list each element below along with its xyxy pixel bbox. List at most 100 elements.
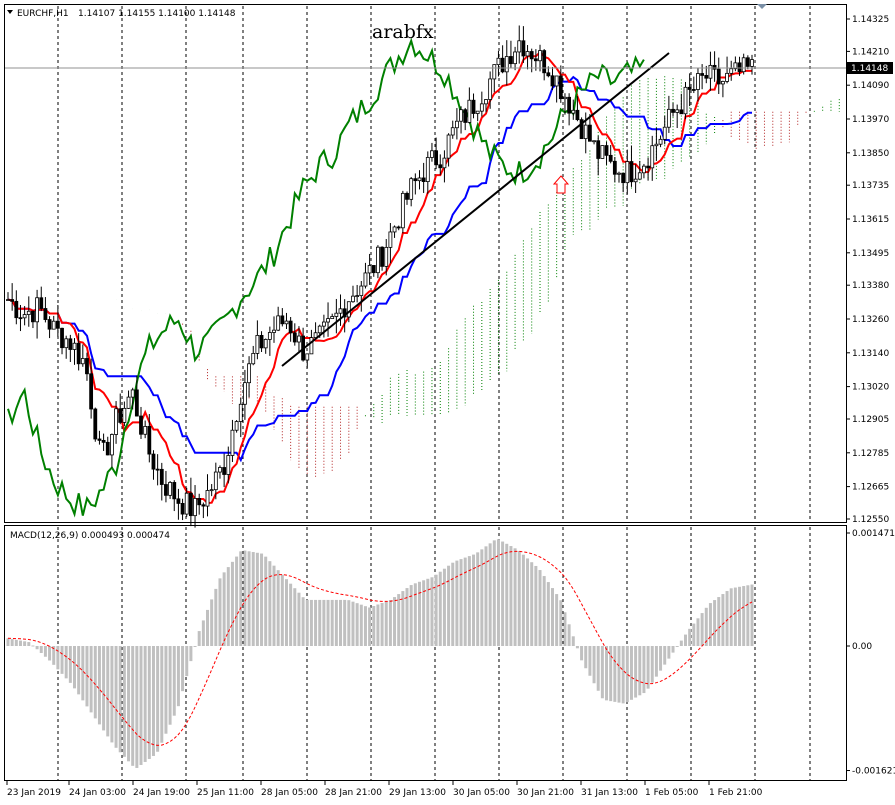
macd-bar — [85, 646, 89, 707]
candle-body — [72, 342, 77, 350]
candle-body — [571, 109, 576, 114]
candle-body — [725, 72, 729, 82]
macd-bar — [571, 636, 575, 646]
candle-body — [583, 124, 588, 140]
candle-body — [218, 467, 222, 473]
candle-body — [650, 145, 655, 169]
price-tick-label: 1.13140 — [852, 349, 889, 359]
candle-body — [363, 272, 368, 287]
macd-bar — [397, 594, 401, 646]
macd-bar — [301, 597, 305, 646]
candle-body — [671, 108, 675, 113]
macd-bar — [326, 599, 330, 646]
candle-body — [471, 99, 476, 114]
candle-body — [97, 438, 102, 441]
candle-body — [288, 320, 293, 334]
candle-body — [679, 109, 684, 115]
candle-body — [376, 246, 380, 274]
macd-bar — [347, 600, 351, 646]
shift-marker-icon[interactable] — [757, 4, 767, 9]
macd-bar — [679, 640, 683, 646]
macd-bar — [688, 628, 692, 646]
macd-bar — [609, 646, 613, 702]
macd-bar — [81, 646, 85, 701]
candle-body — [118, 408, 123, 423]
macd-bar — [27, 642, 31, 646]
macd-bar — [426, 578, 430, 646]
candle-body — [563, 96, 567, 100]
macd-bar — [617, 646, 621, 703]
candle-body — [284, 320, 289, 325]
time-tick-label: 30 Jan 21:00 — [517, 788, 574, 798]
macd-bar — [409, 585, 413, 646]
candle-body — [317, 325, 322, 334]
candle-body — [351, 295, 355, 303]
macd-bar — [567, 624, 571, 646]
macd-bar — [530, 562, 534, 646]
candle-body — [263, 338, 268, 349]
candle-body — [538, 50, 542, 62]
macd-bar — [704, 607, 708, 646]
candle-body — [721, 81, 725, 85]
macd-bar — [309, 599, 313, 646]
macd-bar — [663, 646, 667, 665]
macd-bar — [721, 594, 725, 646]
macd-bar — [376, 604, 380, 646]
macd-bar — [642, 646, 646, 694]
macd-bar — [629, 646, 633, 700]
macd-bar — [634, 646, 638, 698]
candle-body — [180, 503, 185, 515]
candle-body — [6, 299, 10, 301]
up-arrow-icon[interactable] — [552, 175, 570, 194]
macd-bar — [372, 606, 376, 646]
candle-body — [338, 308, 343, 314]
macd-bar — [713, 600, 717, 646]
candle-body — [592, 140, 596, 143]
price-tick-label: 1.14210 — [852, 47, 889, 57]
triangle-down-icon[interactable] — [7, 10, 13, 14]
macd-bar — [31, 645, 35, 647]
macd-bar — [293, 588, 297, 646]
trend-line[interactable] — [281, 52, 670, 367]
candle-body — [642, 165, 646, 174]
candle-body — [172, 482, 177, 500]
macd-bar — [164, 646, 168, 734]
price-tick-label: 1.13260 — [852, 315, 889, 325]
macd-bar — [488, 543, 492, 646]
macd-bar — [451, 562, 455, 646]
macd-bar — [675, 646, 679, 647]
macd-bar — [106, 646, 110, 737]
macd-bar — [73, 646, 77, 689]
candle-body — [155, 468, 160, 471]
candle-body — [143, 426, 148, 435]
candle-body — [47, 319, 52, 330]
macd-bar — [405, 588, 409, 646]
macd-bar — [725, 591, 729, 646]
macd-panel-border — [4, 525, 847, 781]
watermark-text: arabfx — [372, 21, 434, 43]
candle-body — [276, 315, 281, 331]
candle-body — [151, 453, 156, 470]
candle-body — [525, 51, 530, 57]
macd-bar — [10, 639, 14, 646]
candle-body — [745, 57, 750, 67]
candle-body — [251, 353, 256, 365]
macd-bar — [160, 646, 164, 743]
price-axis: 1.14325 1.14210 1.14090 1.13970 1.13850 1.137… — [846, 15, 889, 525]
candle-body — [193, 498, 197, 517]
candle-body — [496, 57, 501, 66]
macd-bar — [56, 646, 60, 670]
macd-bar — [588, 646, 592, 676]
macd-bar — [110, 646, 114, 743]
macd-bar — [413, 583, 417, 646]
candle-body — [442, 157, 447, 169]
candle-body — [633, 178, 638, 183]
candle-body — [625, 161, 630, 184]
macd-bar — [613, 646, 617, 702]
candle-body — [675, 109, 680, 113]
candle-body — [696, 73, 700, 90]
candle-body — [259, 335, 264, 349]
candle-body — [130, 389, 135, 398]
candle-body — [454, 120, 459, 129]
